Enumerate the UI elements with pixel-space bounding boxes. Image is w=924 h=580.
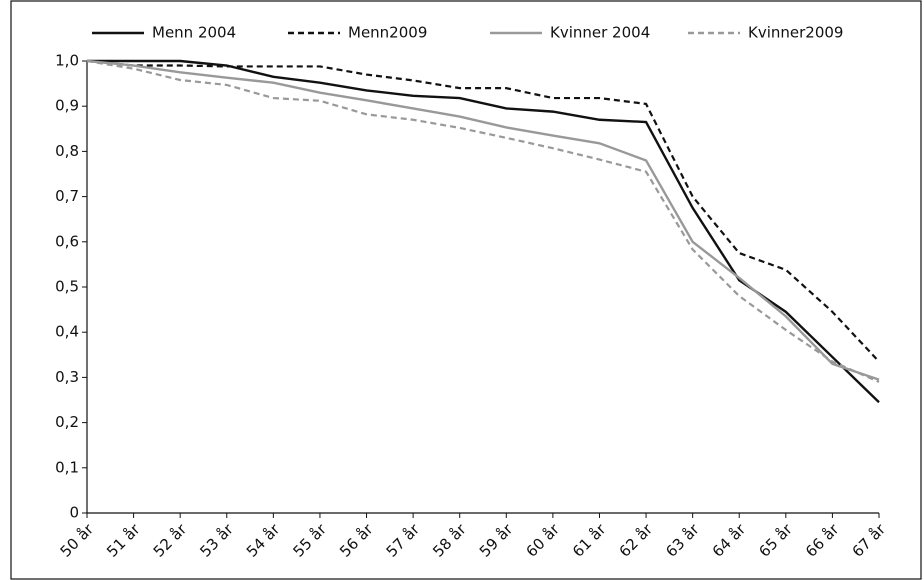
x-tick-label: 58 år xyxy=(429,520,470,561)
y-tick-label: 1,0 xyxy=(55,52,79,70)
x-tick-label: 56 år xyxy=(336,520,377,561)
x-tick-label: 51 år xyxy=(103,520,144,561)
x-tick-label: 60 år xyxy=(522,520,563,561)
x-tick-label: 55 år xyxy=(289,520,330,561)
series-line xyxy=(86,59,880,363)
x-tick-label: 57 år xyxy=(383,520,424,561)
x-tick-label: 50 år xyxy=(57,520,98,561)
x-tick-label: 62 år xyxy=(616,520,657,561)
series-line xyxy=(87,59,880,404)
x-tick-label: 63 år xyxy=(662,520,703,561)
legend-label: Kvinner 2004 xyxy=(550,24,650,42)
y-tick-label: 0,9 xyxy=(55,97,79,115)
y-tick-label: 0,7 xyxy=(55,187,79,205)
y-tick-label: 0,5 xyxy=(55,278,79,296)
y-tick-label: 0 xyxy=(69,504,79,522)
y-tick-label: 0,6 xyxy=(55,232,79,250)
x-tick-label: 65 år xyxy=(755,520,796,561)
series-line xyxy=(86,59,880,383)
y-tick-label: 0,3 xyxy=(55,368,79,386)
x-tick-label: 66 år xyxy=(802,520,843,561)
legend-label: Kvinner2009 xyxy=(748,24,843,42)
x-tick-label: 53 år xyxy=(196,520,237,561)
legend-label: Menn 2004 xyxy=(152,24,236,42)
x-tick-label: 67 år xyxy=(849,520,890,561)
series-line xyxy=(86,59,880,381)
y-tick-label: 0,1 xyxy=(55,458,79,476)
y-tick-label: 0,4 xyxy=(55,323,79,341)
x-tick-label: 64 år xyxy=(709,520,750,561)
legend-label: Menn2009 xyxy=(348,24,427,42)
y-tick-label: 0,2 xyxy=(55,413,79,431)
x-tick-label: 59 år xyxy=(476,520,517,561)
y-tick-label: 0,8 xyxy=(55,142,79,160)
chart-frame xyxy=(10,0,922,580)
x-tick-label: 54 år xyxy=(243,520,284,561)
x-tick-label: 61 år xyxy=(569,520,610,561)
x-tick-label: 52 år xyxy=(150,520,191,561)
